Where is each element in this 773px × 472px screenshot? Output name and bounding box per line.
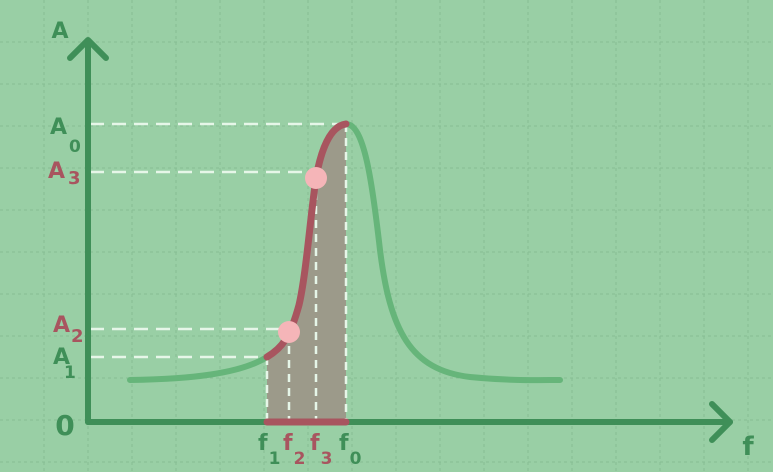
origin-label: 0 [55,409,74,442]
x-axis-arrowhead [709,401,733,443]
label-f2: f2 [283,431,305,469]
point-A2 [278,321,300,343]
y-axis-arrowhead [67,37,109,61]
label-f3: f3 [310,431,332,469]
y-axis-label: A [51,19,68,44]
vertical-guides [265,124,348,422]
label-A2: A2 [53,313,84,347]
x-axis-label: f [742,432,754,462]
label-f0: f0 [339,431,362,469]
point-A3 [305,167,327,189]
label-A0: A0 [50,115,81,157]
label-f1: f1 [258,431,280,469]
axes [67,37,733,443]
horizontal-guides [90,122,346,359]
